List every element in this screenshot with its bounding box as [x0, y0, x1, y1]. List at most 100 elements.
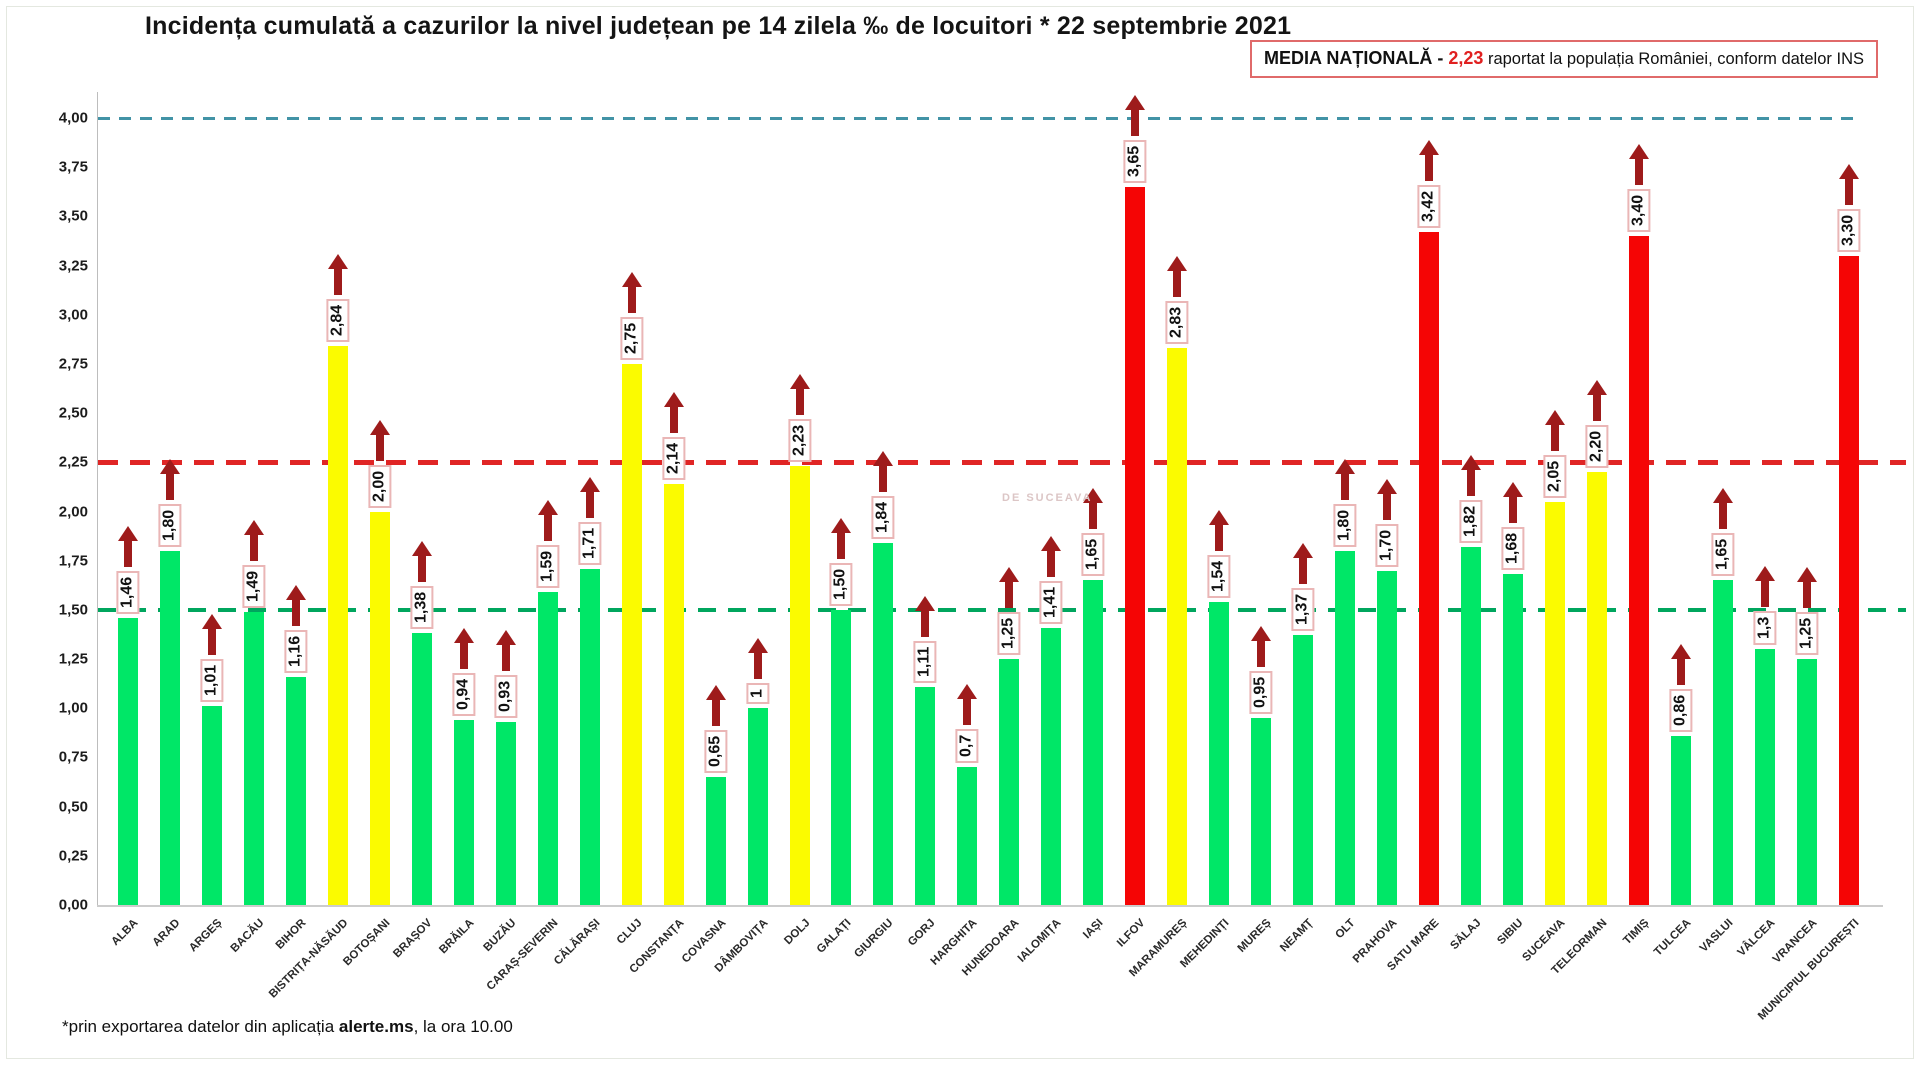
bar-value-label-vrancea: 1,25: [1795, 611, 1819, 656]
arrow-shaft: [753, 653, 762, 680]
bar-value-label-hunedoara: 1,25: [997, 611, 1021, 656]
footnote-suffix: , la ora 10.00: [413, 1017, 513, 1036]
up-arrow-icon: [663, 391, 684, 433]
up-arrow-icon: [1251, 626, 1272, 668]
bar-brasov: [411, 633, 432, 905]
x-axis-label-giurgiu: GIURGIU: [852, 917, 896, 961]
y-axis-tick-label: 2,25: [58, 453, 88, 471]
arrow-head: [327, 254, 348, 270]
up-arrow-icon: [1167, 256, 1188, 298]
x-axis-label-mures: MUREȘ: [1235, 917, 1274, 955]
bar-value-label-ialomita: 1,41: [1039, 580, 1063, 624]
bar-value-label-bacau: 1,49: [242, 564, 266, 608]
arrow-head: [537, 500, 558, 516]
bar-value-label-galati: 1,50: [830, 562, 853, 606]
bar-value-label-buzau: 0,93: [494, 674, 518, 719]
arrow-head: [663, 391, 684, 407]
bar-value-label-brasov: 1,38: [410, 586, 434, 630]
bar-value-label-caras-severin: 1,59: [536, 545, 560, 589]
up-arrow-icon: [1209, 510, 1230, 551]
arrow-head: [999, 567, 1020, 583]
dashed-line-red-225: [98, 459, 1906, 465]
arrow-head: [285, 584, 306, 600]
arrow-head: [1628, 144, 1649, 160]
x-axis-label-tulcea: TULCEA: [1651, 917, 1694, 959]
arrow-shaft: [585, 491, 594, 518]
bar-buzau: [495, 722, 516, 905]
up-arrow-icon: [1377, 478, 1398, 520]
bar-value-label-alba: 1,46: [116, 570, 140, 614]
x-axis-label-caras-severin: CARAȘ-SEVERIN: [484, 917, 561, 993]
national-average-box: MEDIA NAȚIONALĂ - 2,23 raportat la popul…: [1250, 40, 1878, 78]
up-arrow-icon: [1083, 488, 1104, 530]
chart-title: Incidența cumulată a cazurilor la nivel …: [145, 12, 1292, 40]
bar-value-label-prahova: 1,70: [1375, 523, 1399, 567]
bar-calarasi: [579, 568, 600, 905]
arrow-shaft: [543, 515, 552, 542]
arrow-head: [789, 374, 810, 390]
up-arrow-icon: [957, 684, 978, 726]
footnote-prefix: *prin exportarea datelor din aplicația: [62, 1017, 339, 1036]
arrow-head: [1293, 543, 1314, 559]
bar-bistrita-nasaud: [327, 346, 348, 905]
up-arrow-icon: [537, 500, 558, 542]
bar-value-label-botosani: 2,00: [368, 464, 392, 508]
bar-value-label-constanta: 2,14: [662, 436, 686, 480]
x-axis-label-galati: GALAȚI: [815, 917, 854, 956]
bar-value-label-neamt: 1,37: [1291, 588, 1315, 632]
up-arrow-icon: [1419, 140, 1440, 182]
bar-valcea: [1754, 649, 1775, 905]
x-axis-label-dolj: DOLJ: [781, 917, 813, 948]
dashed-line-green-150: [98, 607, 1906, 612]
x-axis-label-salaj: SĂLAJ: [1448, 917, 1484, 953]
up-arrow-icon: [453, 628, 474, 670]
arrow-shaft: [1089, 503, 1098, 530]
up-arrow-icon: [999, 567, 1020, 609]
up-arrow-icon: [327, 254, 348, 296]
bar-giurgiu: [873, 542, 894, 905]
bar-constanta: [663, 483, 684, 905]
arrow-shaft: [627, 286, 636, 313]
arrow-head: [1335, 458, 1356, 474]
bar-value-label-salaj: 1,82: [1459, 499, 1483, 543]
arrow-head: [579, 476, 600, 492]
y-axis-tick-label: 3,75: [58, 158, 88, 176]
arrow-shaft: [124, 540, 132, 567]
x-axis-label-ialomita: IALOMIȚA: [1016, 917, 1064, 965]
footnote: *prin exportarea datelor din aplicația a…: [62, 1017, 513, 1037]
arrow-shaft: [333, 269, 342, 296]
bar-value-label-mures: 0,95: [1249, 670, 1273, 715]
arrow-shaft: [1676, 658, 1685, 685]
bar-bacau: [243, 611, 264, 905]
arrow-head: [411, 541, 432, 557]
up-arrow-icon: [579, 476, 600, 518]
up-arrow-icon: [915, 595, 936, 637]
x-axis-line: [97, 905, 1883, 907]
arrow-head: [1461, 454, 1482, 470]
x-axis-label-neamt: NEAMȚ: [1278, 917, 1316, 955]
bar-value-label-sibiu: 1,68: [1501, 527, 1525, 571]
x-axis-label-ilfov: ILFOV: [1115, 917, 1148, 950]
arrow-head: [243, 519, 264, 535]
arrow-head: [915, 595, 936, 611]
arrow-shaft: [837, 532, 846, 559]
bar-value-label-arad: 1,80: [158, 503, 182, 547]
up-arrow-icon: [705, 685, 726, 727]
national-average-suffix: raportat la populația României, conform …: [1483, 50, 1864, 68]
up-arrow-icon: [1544, 409, 1565, 451]
arrow-shaft: [1257, 641, 1266, 668]
dashed-line-blue-400: [98, 116, 1862, 120]
up-arrow-icon: [1838, 163, 1859, 205]
arrow-head: [1419, 140, 1440, 156]
x-axis-label-braila: BRĂILA: [437, 917, 477, 957]
arrow-shaft: [1005, 582, 1014, 609]
up-arrow-icon: [1125, 94, 1146, 136]
y-axis-line: [97, 92, 98, 906]
x-axis-label-valcea: VÂLCEA: [1735, 917, 1778, 959]
arrow-head: [873, 450, 894, 466]
bar-value-label-teleorman: 2,20: [1585, 425, 1609, 469]
bar-mures: [1251, 718, 1272, 905]
up-arrow-icon: [831, 517, 852, 559]
bar-value-label-ilfov: 3,65: [1123, 139, 1147, 183]
arrow-shaft: [1634, 159, 1643, 186]
